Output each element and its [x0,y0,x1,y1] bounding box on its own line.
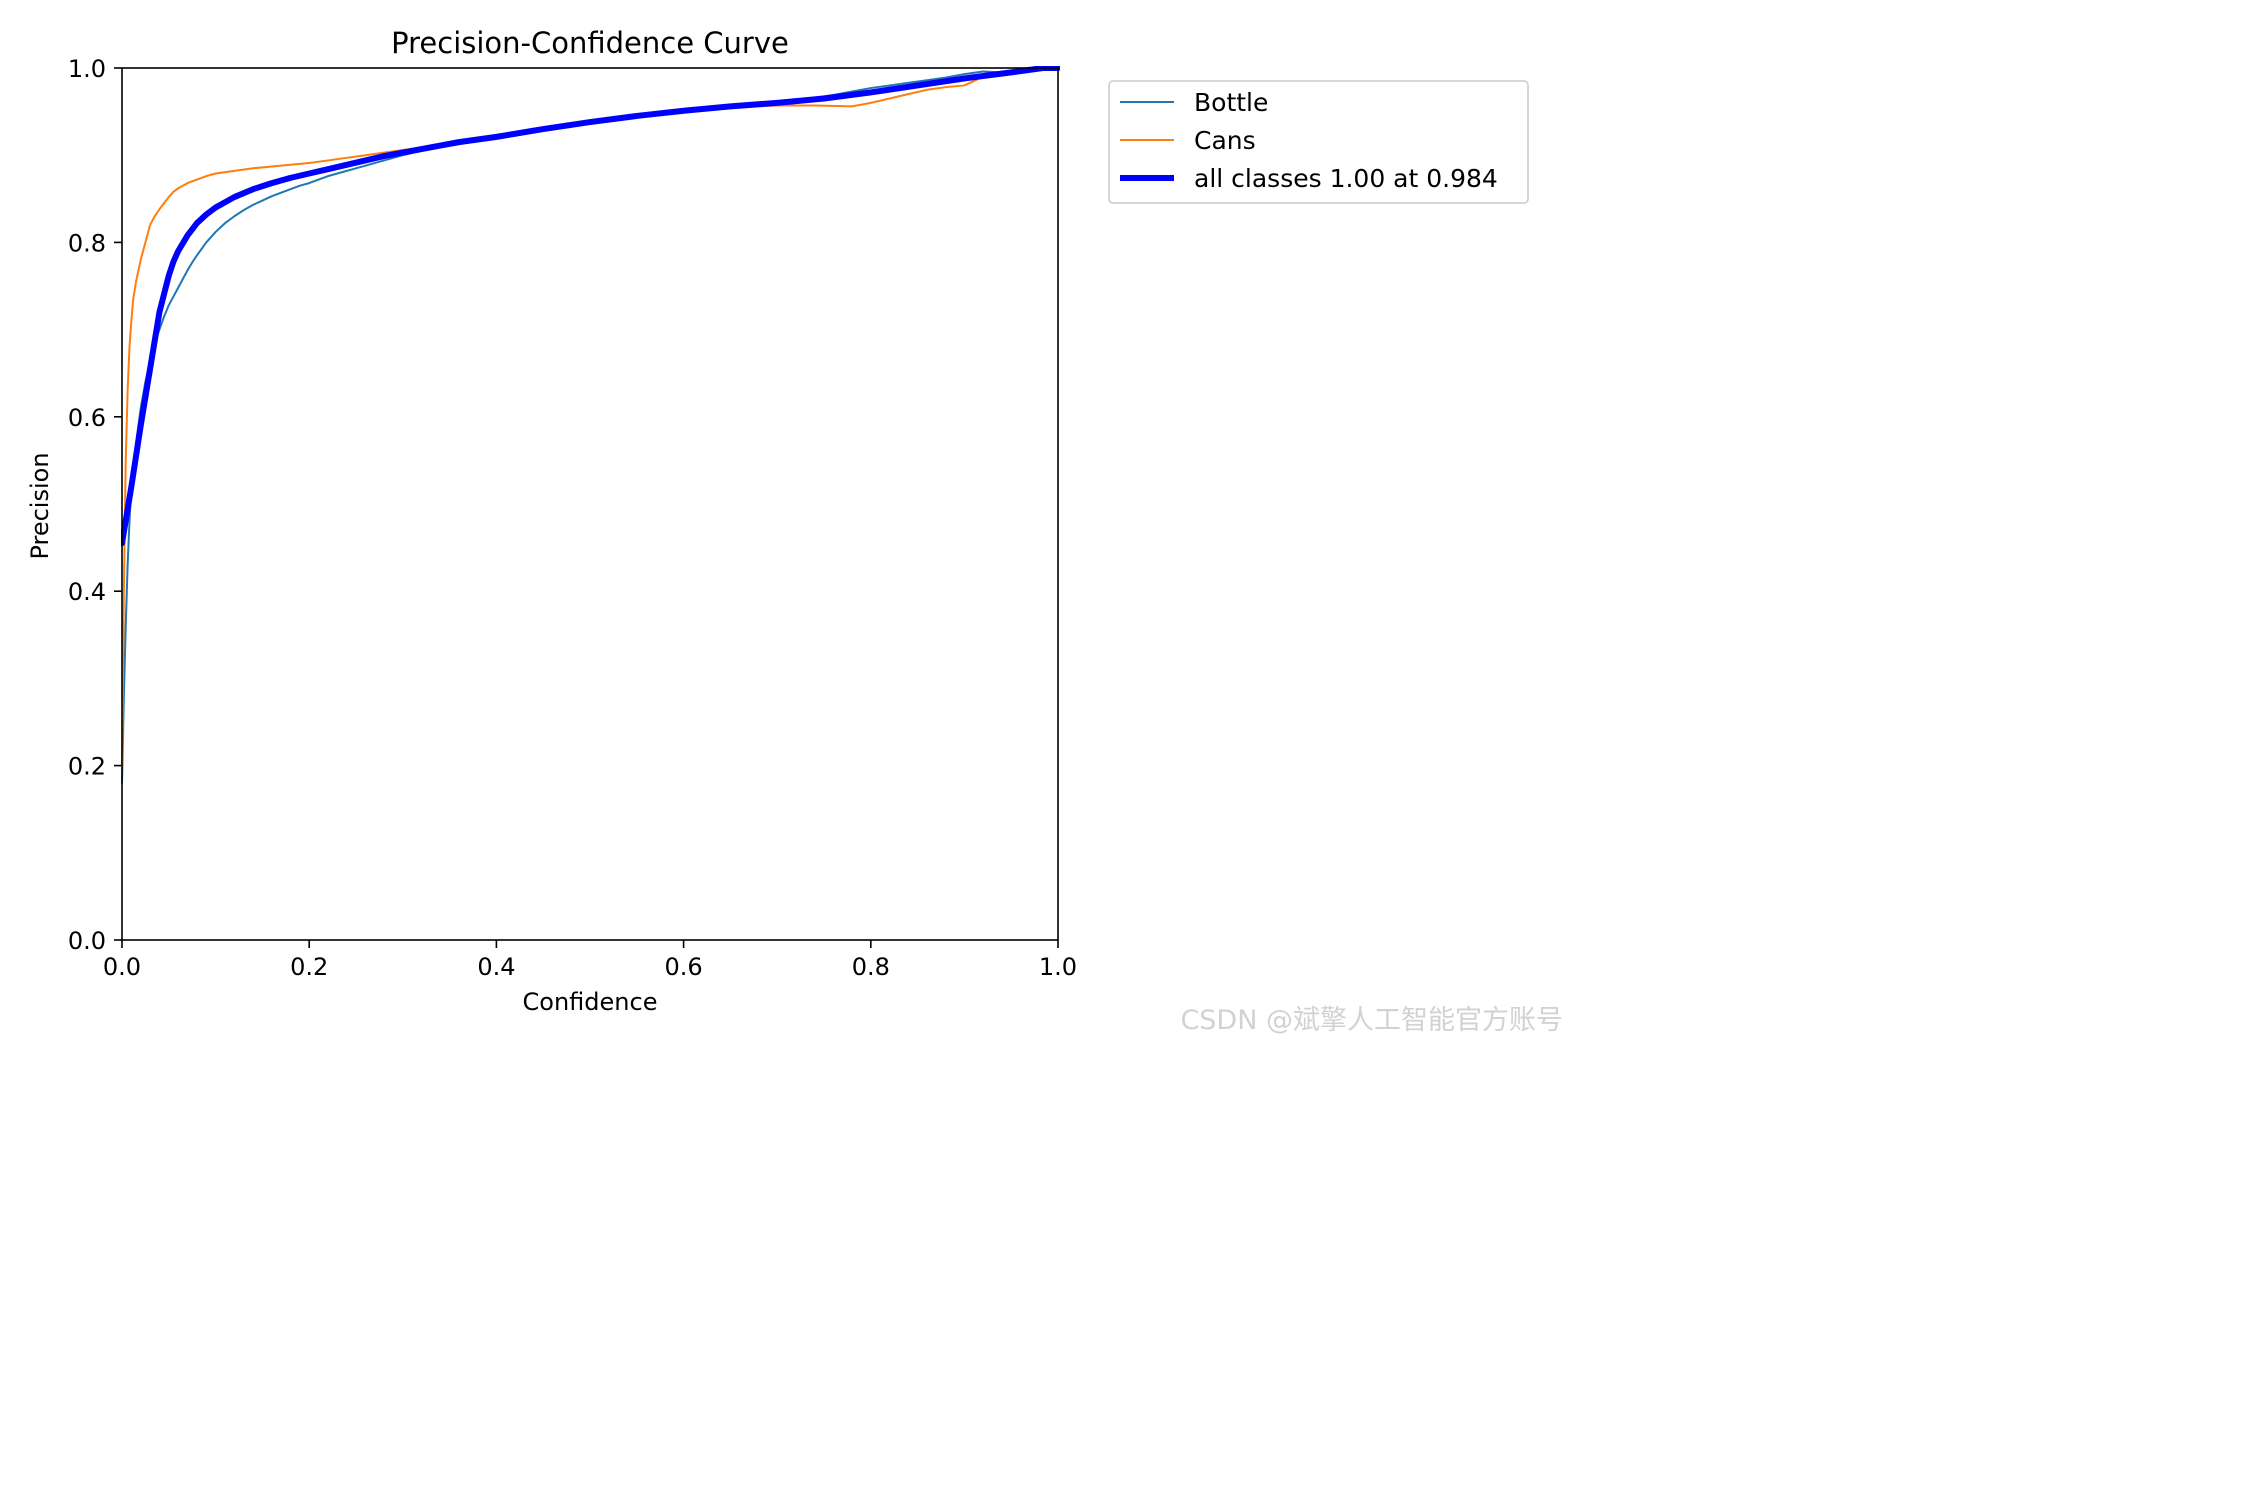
chart-container: Precision-Confidence Curve Confidence Pr… [0,0,1567,1045]
legend: Bottle Cans all classes 1.00 at 0.984 [1108,80,1529,204]
x-tick-label: 1.0 [1039,953,1077,981]
x-tick-label: 0.4 [477,953,515,981]
series-line-cans [121,67,1059,767]
legend-box [1108,80,1529,204]
axis-ticks: 0.0 0.2 0.4 0.6 0.8 1.0 0.0 0.2 0.4 0.6 0.8 1.0 [68,55,1077,981]
y-tick-label: 0.4 [68,578,106,606]
legend-label-cans: Cans [1194,126,1256,155]
y-tick-label: 0.6 [68,404,106,432]
series-lines [121,66,1060,785]
y-tick-label: 1.0 [68,55,106,83]
series-line-all-classes [121,66,1060,547]
x-axis-label: Confidence [523,988,658,1016]
y-tick-label: 0.0 [68,927,106,955]
plot-area-frame [121,67,1059,941]
legend-label-all-classes: all classes 1.00 at 0.984 [1194,164,1498,193]
x-tick-label: 0.6 [665,953,703,981]
x-tick-label: 0.2 [290,953,328,981]
x-tick-label: 0.8 [852,953,890,981]
y-axis-label: Precision [26,452,54,559]
precision-confidence-chart: Precision-Confidence Curve Confidence Pr… [0,0,1567,1045]
y-tick-label: 0.2 [68,753,106,781]
x-tick-label: 0.0 [103,953,141,981]
watermark-text: CSDN @斌擎人工智能官方账号 [1180,1005,1563,1036]
legend-label-bottle: Bottle [1194,88,1268,117]
series-line-bottle [121,67,1059,785]
chart-title: Precision-Confidence Curve [391,26,789,60]
y-tick-label: 0.8 [68,229,106,257]
